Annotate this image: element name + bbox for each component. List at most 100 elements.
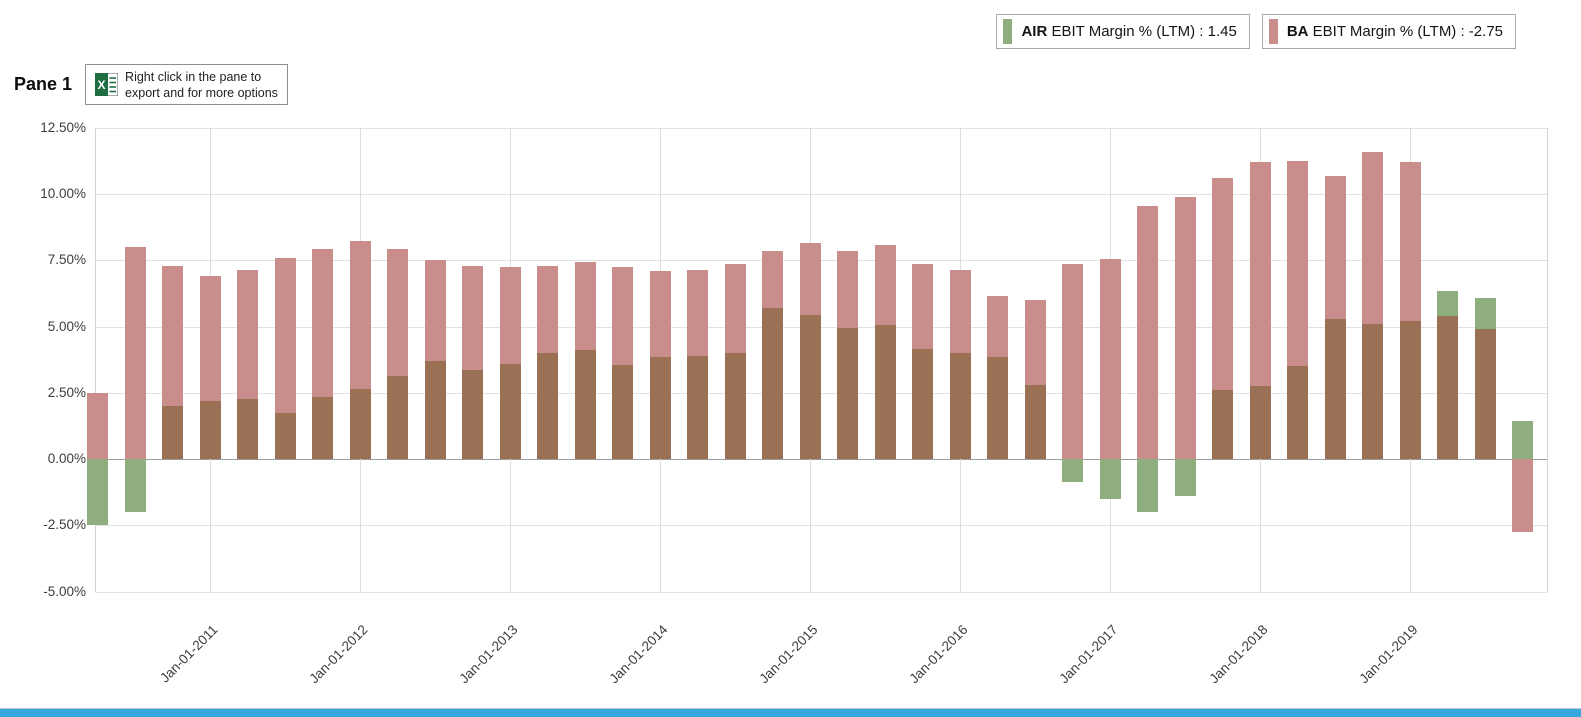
- bar-overlap[interactable]: [649, 357, 671, 460]
- bar-air[interactable]: [1137, 459, 1158, 513]
- bar-ba[interactable]: [612, 267, 633, 366]
- bar-ba[interactable]: [274, 257, 296, 413]
- bar-overlap[interactable]: [612, 365, 633, 460]
- bar-overlap[interactable]: [1399, 321, 1421, 460]
- x-tick-label[interactable]: Jan-01-2017: [1056, 622, 1121, 687]
- bar-ba[interactable]: [237, 269, 258, 400]
- bar-ba[interactable]: [574, 261, 596, 351]
- bar-overlap[interactable]: [912, 349, 933, 460]
- x-tick-label[interactable]: Jan-01-2019: [1356, 622, 1421, 687]
- legend-item-air[interactable]: AIR EBIT Margin % (LTM) : 1.45: [996, 14, 1250, 49]
- bar-ba[interactable]: [349, 240, 371, 389]
- bar-overlap[interactable]: [1324, 318, 1346, 460]
- bar-overlap[interactable]: [537, 353, 558, 460]
- bar-overlap[interactable]: [237, 399, 258, 460]
- bar-ba[interactable]: [1174, 196, 1196, 460]
- bar-overlap[interactable]: [1362, 323, 1383, 460]
- bar-overlap[interactable]: [349, 388, 371, 460]
- bar-ba[interactable]: [837, 251, 858, 328]
- bar-ba[interactable]: [762, 251, 783, 309]
- bar-ba[interactable]: [537, 265, 558, 354]
- bar-ba[interactable]: [799, 243, 821, 315]
- bar-overlap[interactable]: [949, 353, 971, 460]
- bar-overlap[interactable]: [837, 327, 858, 460]
- bar-overlap[interactable]: [1249, 386, 1271, 460]
- bar-overlap[interactable]: [499, 363, 521, 460]
- bar-ba[interactable]: [387, 248, 408, 376]
- bar-overlap[interactable]: [687, 355, 708, 460]
- bar-overlap[interactable]: [387, 375, 408, 460]
- bar-overlap[interactable]: [574, 350, 596, 460]
- bar-ba[interactable]: [949, 269, 971, 354]
- y-tick-label: -2.50%: [43, 517, 86, 533]
- bar-ba[interactable]: [1062, 264, 1083, 460]
- x-tick-label[interactable]: Jan-01-2014: [606, 622, 671, 687]
- bar-ba[interactable]: [1399, 162, 1421, 322]
- x-tick-label[interactable]: Jan-01-2011: [157, 622, 221, 686]
- bar-overlap[interactable]: [312, 396, 333, 460]
- bar-overlap[interactable]: [462, 370, 483, 460]
- x-tick-label[interactable]: Jan-01-2016: [906, 622, 971, 687]
- x-tick-label[interactable]: Jan-01-2018: [1206, 622, 1271, 687]
- bar-ba[interactable]: [199, 276, 221, 401]
- bar-ba[interactable]: [87, 392, 108, 460]
- bar-air[interactable]: [1062, 459, 1083, 482]
- bar-ba[interactable]: [424, 260, 446, 362]
- bar-ba[interactable]: [1099, 259, 1121, 460]
- bar-air[interactable]: [1174, 459, 1196, 497]
- y-gridline: [95, 260, 1547, 262]
- bar-ba[interactable]: [1212, 178, 1233, 391]
- x-tick-label[interactable]: Jan-01-2013: [456, 622, 521, 687]
- bar-overlap[interactable]: [987, 357, 1008, 460]
- bar-overlap[interactable]: [762, 308, 783, 460]
- bar-overlap[interactable]: [1024, 384, 1046, 460]
- bar-ba[interactable]: [912, 264, 933, 350]
- bar-air[interactable]: [87, 459, 108, 526]
- bar-overlap[interactable]: [1287, 366, 1308, 460]
- bar-air[interactable]: [1437, 290, 1458, 317]
- bar-ba[interactable]: [124, 247, 146, 460]
- bar-overlap[interactable]: [874, 325, 896, 460]
- bar-ba[interactable]: [874, 244, 896, 326]
- bar-air[interactable]: [124, 459, 146, 513]
- y-gridline: [95, 392, 1547, 394]
- bar-ba[interactable]: [1024, 300, 1046, 385]
- bar-ba[interactable]: [1249, 162, 1271, 387]
- bar-overlap[interactable]: [1437, 316, 1458, 460]
- bar-ba[interactable]: [162, 265, 183, 407]
- bar-overlap[interactable]: [199, 400, 221, 460]
- bar-overlap[interactable]: [274, 412, 296, 460]
- bar-ba[interactable]: [724, 264, 746, 354]
- bar-ba[interactable]: [462, 265, 483, 371]
- bar-ba[interactable]: [1137, 206, 1158, 460]
- bar-overlap[interactable]: [799, 314, 821, 460]
- bar-ba[interactable]: [687, 269, 708, 356]
- bar-overlap[interactable]: [724, 353, 746, 460]
- legend-item-ba[interactable]: BA EBIT Margin % (LTM) : -2.75: [1261, 14, 1516, 49]
- bar-ba[interactable]: [1512, 459, 1533, 532]
- y-tick-label: -5.00%: [43, 583, 86, 599]
- export-hint-box: X Right click in the pane to export and …: [85, 64, 288, 105]
- y-tick-label: 5.00%: [47, 318, 86, 334]
- bar-air[interactable]: [1099, 459, 1121, 499]
- excel-export-icon[interactable]: X: [94, 72, 119, 97]
- bar-overlap[interactable]: [1212, 390, 1233, 460]
- bar-ba[interactable]: [499, 267, 521, 364]
- bar-ba[interactable]: [1362, 151, 1383, 324]
- bar-ba[interactable]: [649, 271, 671, 358]
- bar-air[interactable]: [1474, 297, 1496, 330]
- y-axis-line: [95, 128, 96, 592]
- bar-ba[interactable]: [1324, 175, 1346, 319]
- x-tick-label[interactable]: Jan-01-2012: [306, 622, 371, 687]
- bar-ba[interactable]: [987, 296, 1008, 358]
- export-hint-line1: Right click in the pane to: [125, 69, 262, 84]
- bar-overlap[interactable]: [424, 361, 446, 460]
- bar-overlap[interactable]: [1474, 329, 1496, 460]
- bar-ba[interactable]: [312, 248, 333, 397]
- bar-air[interactable]: [1512, 420, 1533, 460]
- horizontal-scrollbar[interactable]: [0, 708, 1581, 717]
- bar-overlap[interactable]: [162, 406, 183, 460]
- bar-ba[interactable]: [1287, 161, 1308, 367]
- x-tick-label[interactable]: Jan-01-2015: [756, 622, 821, 687]
